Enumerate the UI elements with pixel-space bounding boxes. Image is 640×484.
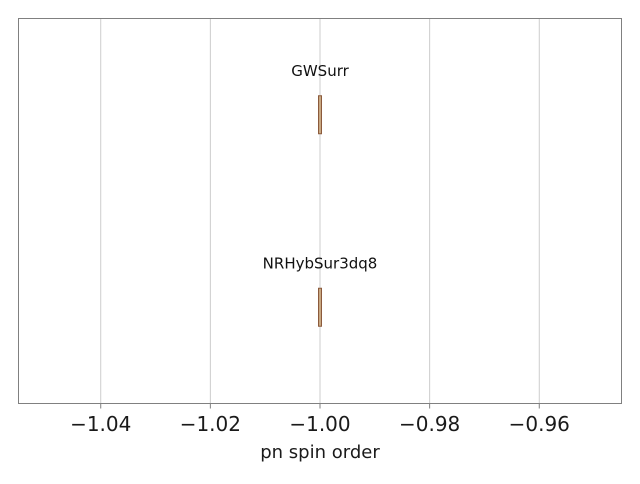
box-series	[318, 95, 322, 327]
box-mark	[318, 95, 322, 135]
x-tick-label: −1.04	[70, 412, 131, 436]
box-mark	[318, 287, 322, 327]
box-labels: GWSurr NRHybSur3dq8	[263, 62, 378, 273]
x-tick-label: −0.96	[509, 412, 570, 436]
x-tick-label: −1.00	[289, 412, 350, 436]
x-tick-label: −0.98	[399, 412, 460, 436]
box-label: GWSurr	[291, 62, 349, 80]
x-axis-ticks: −1.04 −1.02 −1.00 −0.98 −0.96	[70, 403, 570, 436]
x-tick-label: −1.02	[180, 412, 241, 436]
box-label: NRHybSur3dq8	[263, 254, 378, 272]
grid-lines	[100, 18, 540, 404]
x-axis-label: pn spin order	[260, 442, 380, 463]
